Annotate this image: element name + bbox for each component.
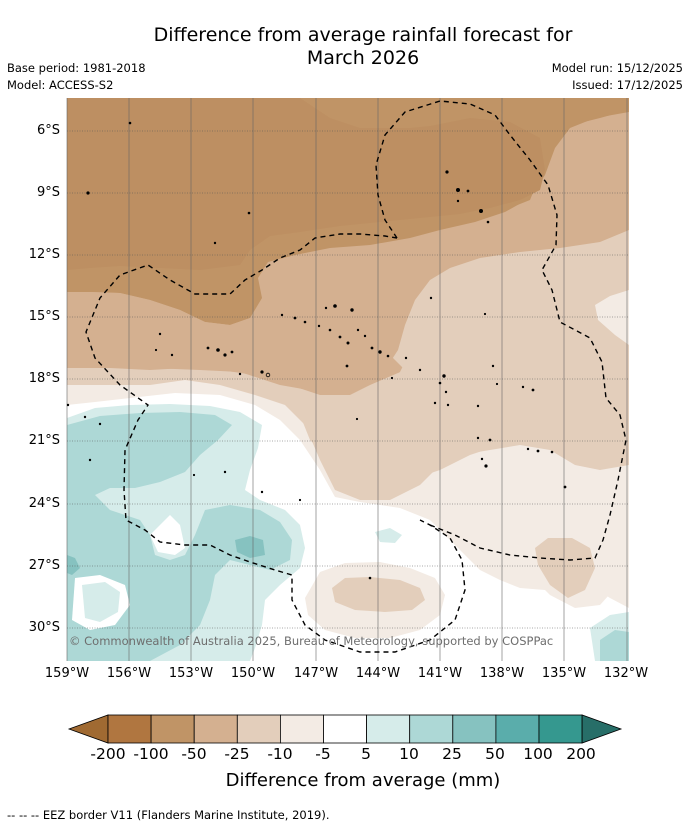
colorbar-arrow-low [67,714,109,744]
pale-east-patch [595,290,629,345]
lat-label-21s: 21°S [28,433,60,448]
eez-border-north [375,100,627,561]
lat-label-27s: 27°S [28,558,60,573]
eez-footnote: -- -- -- EEZ border V11 (Flanders Marine… [7,808,330,822]
colorbar-segment [495,714,540,744]
issued-text: Issued: 17/12/2025 [572,78,683,92]
model-text: Model: ACCESS-S2 [7,78,114,92]
colorbar-tick: 10 [399,745,419,763]
colorbar-arrow-high [581,714,623,744]
colorbar-tick: -50 [181,745,207,763]
lon-label-159w: 159°W [44,666,90,681]
lat-label-24s: 24°S [28,496,60,511]
teal-50-patch [235,536,265,558]
left-metadata: Base period: 1981-2018 Model: ACCESS-S2 [7,60,146,94]
islands [66,121,567,580]
light-brown-east [300,262,629,480]
colorbar-tick: 5 [361,745,371,763]
lat-label-15s: 15°S [28,309,60,324]
colorbar-segment [323,714,367,744]
anomaly-fill [67,98,629,661]
band-minus-200 [67,98,545,270]
colorbar-tick: 200 [566,745,596,763]
lon-label-150w: 150°W [230,666,276,681]
model-run-text: Model run: 15/12/2025 [551,61,683,75]
colorbar-tick: 100 [523,745,553,763]
teal-small-blob [375,528,402,543]
lon-label-135w: 135°W [541,666,587,681]
lat-label-12s: 12°S [28,247,60,262]
lat-label-30s: 30°S [28,620,60,635]
band-minus-25-lower [67,292,405,392]
lat-label-6s: 6°S [36,123,60,138]
colorbar-tick: -100 [133,745,169,763]
lon-label-147w: 147°W [293,666,339,681]
white-hole-2b [82,582,120,622]
copyright-notice: © Commonwealth of Australia 2025, Bureau… [69,634,554,648]
lon-label-156w: 156°W [106,666,152,681]
colorbar-segment [107,714,152,744]
right-metadata: Model run: 15/12/2025 Issued: 17/12/2025 [552,60,683,94]
colorbar-segment [193,714,238,744]
colorbar-tick: -25 [224,745,250,763]
southeast-light-patch [535,538,595,598]
map-title: Difference from average rainfall forecas… [153,24,573,69]
lat-label-9s: 9°S [36,185,60,200]
colorbar-tick: -200 [90,745,126,763]
lat-label-18s: 18°S [28,371,60,386]
eez-border-cook [85,233,466,653]
lon-label-141w: 141°W [417,666,463,681]
lon-label-132w: 132°W [603,666,649,681]
teal-25-small [138,455,175,478]
teal-southeast-inner [600,630,629,661]
colorbar-segment [452,714,497,744]
colorbar-tick: -10 [267,745,293,763]
colorbar-tick: -5 [315,745,331,763]
south-light-patch [332,577,425,612]
lon-label-138w: 138°W [479,666,525,681]
graticule [66,98,629,661]
colorbar-segment [538,714,583,744]
white-hole-1 [150,515,185,555]
colorbar-segment [366,714,411,744]
colorbar-title: Difference from average (mm) [225,770,501,791]
colorbar-tick: 50 [485,745,505,763]
colorbar-segment [150,714,195,744]
colorbar-segment [279,714,324,744]
base-period-text: Base period: 1981-2018 [7,61,146,75]
colorbar-segment [409,714,454,744]
eez-borders [85,100,627,653]
lon-label-144w: 144°W [355,666,401,681]
colorbar-tick: 25 [442,745,462,763]
lon-label-153w: 153°W [168,666,214,681]
colorbar-segment [236,714,281,744]
teal-west-patch [67,555,80,575]
